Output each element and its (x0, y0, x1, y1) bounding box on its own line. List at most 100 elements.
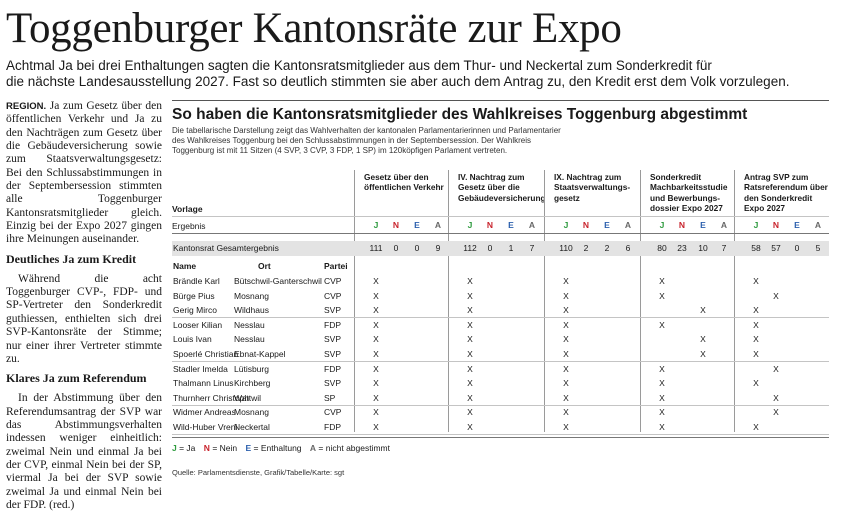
article-subheading: Deutliches Ja zum Kredit (6, 251, 137, 266)
member-ort: Wildhaus (234, 305, 269, 316)
vote-mark: X (753, 349, 759, 359)
member-ort: Mosnang (234, 407, 269, 418)
vote-mark: X (659, 290, 665, 301)
member-name: Louis Ivan (173, 334, 212, 345)
vote-letter: N (392, 220, 400, 230)
vote-letter: E (604, 220, 610, 230)
total-value: 0 (794, 243, 800, 253)
member-row: Bürge Pius Mosnang CVP X X X X X (172, 289, 829, 304)
column-divider (354, 170, 355, 432)
vote-letter: J (753, 220, 759, 230)
vote-letter: E (700, 220, 706, 230)
vote-letter: J (659, 220, 665, 230)
graphic-title: So haben die Kantonsratsmitglieder des W… (172, 106, 748, 123)
vote-letter: N (582, 220, 590, 230)
member-row: Spoerlé Christian Ebnat-Kappel SVP X X X X X (172, 347, 829, 362)
article-paragraph: In der Abstimmung über den Referendumsan… (6, 392, 162, 511)
total-row: Kantonsrat Gesamtergebnis 111 0 0 9 112 0 1 7 110… (172, 241, 829, 256)
group-rule (172, 361, 829, 363)
total-value: 7 (721, 243, 727, 253)
vote-mark: X (773, 392, 779, 403)
vote-letter: E (414, 220, 420, 230)
total-value: 9 (435, 243, 441, 253)
column-divider (640, 170, 641, 432)
total-value: 0 (393, 243, 399, 253)
vote-mark: X (373, 290, 379, 301)
member-row: Stadler Imelda Lütisburg FDP X X X X X (172, 362, 829, 377)
total-value: 111 (369, 243, 383, 253)
group-rule (172, 434, 829, 436)
legend-nein-key: N (203, 443, 210, 453)
vote-mark: X (467, 334, 473, 345)
vote-letter: A (434, 220, 442, 230)
total-value: 80 (657, 243, 667, 253)
vote-mark: X (659, 319, 665, 330)
total-value: 0 (414, 243, 420, 253)
vote-mark: X (753, 319, 759, 330)
member-partei: SVP (324, 334, 342, 345)
column-divider (448, 170, 449, 432)
vote-mark: X (773, 407, 779, 418)
vote-mark: X (467, 407, 473, 418)
vote-mark: X (753, 305, 759, 316)
group-rule (172, 317, 829, 319)
member-name: Stadler Imelda (173, 363, 228, 374)
vote-mark: X (753, 276, 759, 286)
article-subheading: Klares Ja zum Referendum (6, 371, 147, 386)
vote-letter: A (720, 220, 728, 230)
member-row: Looser Kilian Nesslau FDP X X X X X (172, 318, 829, 333)
column-header: IV. Nachtrag zum Gesetz über die Gebäude… (458, 172, 546, 203)
vote-mark: X (773, 363, 779, 374)
member-partei: FDP (324, 319, 341, 330)
vote-letter: J (467, 220, 473, 230)
vote-mark: X (563, 319, 569, 330)
vote-letter: N (678, 220, 686, 230)
member-ort: Nesslau (234, 334, 265, 345)
member-name: Thalmann Linus (173, 378, 234, 389)
vote-mark: X (753, 378, 759, 389)
vote-mark: X (773, 290, 779, 301)
group-rule (172, 404, 829, 406)
vote-mark: X (563, 378, 569, 389)
member-partei: SVP (324, 349, 342, 359)
member-partei: CVP (324, 407, 342, 418)
table-rule (172, 216, 829, 217)
member-row: Thalmann Linus Kirchberg SVP X X X X X (172, 376, 829, 391)
member-partei: CVP (324, 276, 342, 286)
total-value: 10 (698, 243, 708, 253)
member-name: Wild-Huber Vreni (173, 422, 238, 432)
lead-line: die nächste Landesausstellung 2027. Fast… (6, 74, 790, 89)
article-column: REGION. Ja zum Gesetz über den öffentlic… (6, 100, 162, 512)
vote-letter: A (528, 220, 536, 230)
member-name: Widmer Andreas (173, 407, 236, 418)
member-partei: CVP (324, 290, 342, 301)
vote-mark: X (563, 349, 569, 359)
vote-mark: X (373, 276, 379, 286)
graphic-description: Die tabellarische Darstellung zeigt das … (172, 126, 561, 155)
member-ort: Neckertal (234, 422, 270, 432)
vote-mark: X (659, 392, 665, 403)
vote-mark: X (373, 422, 379, 432)
total-value: 2 (604, 243, 610, 253)
member-name: Thurnherr Christoph (173, 392, 250, 403)
member-header-name: Name (173, 261, 197, 271)
vote-mark: X (563, 290, 569, 301)
vote-mark: X (373, 334, 379, 345)
vote-mark: X (373, 305, 379, 316)
member-name: Brändle Karl (173, 276, 220, 286)
column-header: IX. Nachtrag zum Staatsverwaltungs-geset… (554, 172, 631, 203)
headline: Toggenburger Kantonsräte zur Expo (6, 5, 622, 52)
vote-mark: X (700, 349, 706, 359)
total-value: 0 (487, 243, 493, 253)
member-row: Widmer Andreas Mosnang CVP X X X X X (172, 405, 829, 420)
member-name: Bürge Pius (173, 290, 215, 301)
member-row: Thurnherr Christoph Wattwil SP X X X X X (172, 391, 829, 406)
member-row: Louis Ivan Nesslau SVP X X X X X (172, 332, 829, 347)
vote-mark: X (373, 392, 379, 403)
vote-mark: X (753, 422, 759, 432)
vote-mark: X (467, 305, 473, 316)
lead-line: Achtmal Ja bei drei Enthaltungen sagten … (6, 58, 712, 73)
member-name: Spoerlé Christian (173, 349, 239, 359)
vote-letter: E (508, 220, 514, 230)
lead-text: Achtmal Ja bei drei Enthaltungen sagten … (6, 58, 840, 90)
